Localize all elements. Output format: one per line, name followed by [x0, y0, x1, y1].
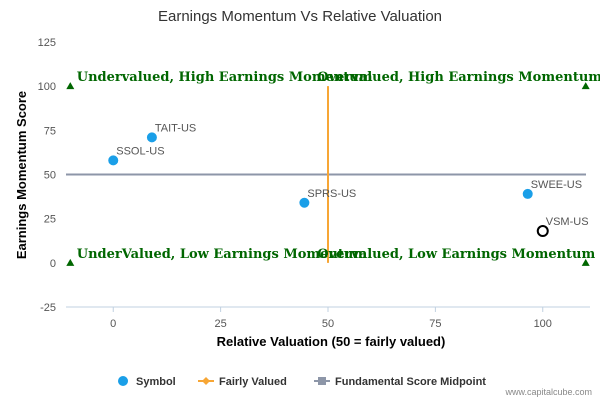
legend-square-icon	[318, 377, 326, 385]
data-point-label: VSM-US	[546, 216, 589, 228]
x-tick-label: 25	[214, 318, 226, 330]
corner-triangle-marker	[66, 82, 75, 90]
x-tick-label: 75	[429, 318, 441, 330]
legend-item[interactable]: Fairly Valued	[198, 376, 287, 388]
quadrant-labels: Undervalued, High Earnings Momentum Over…	[77, 70, 600, 262]
axes: 0 25 50 75 100 -25 0 25 50 75 100 125	[38, 37, 590, 330]
data-point[interactable]	[522, 188, 533, 199]
data-point-label: TAIT-US	[155, 122, 196, 134]
legend-item[interactable]: Fundamental Score Midpoint	[314, 376, 486, 388]
data-point[interactable]	[108, 155, 119, 166]
data-point-label: SPRS-US	[307, 188, 356, 200]
legend-item[interactable]: Symbol	[118, 376, 176, 388]
corner-triangle-marker	[581, 82, 590, 90]
credit-text: www.capitalcube.com	[504, 387, 592, 397]
corner-triangle-marker	[66, 258, 75, 266]
y-tick-label: 75	[44, 125, 56, 137]
legend-label: Fundamental Score Midpoint	[335, 376, 486, 388]
data-point-label: SWEE-US	[531, 179, 582, 191]
quadrant-label-bottom-right: Overvalued, Low Earnings Momentum	[317, 247, 595, 262]
data-point[interactable]	[146, 132, 157, 143]
y-tick-label: 25	[44, 214, 56, 226]
y-tick-label: 100	[38, 81, 56, 93]
data-point-label: SSOL-US	[116, 145, 164, 157]
legend: Symbol Fairly Valued Fundamental Score Mid…	[118, 376, 486, 388]
corner-triangle-marker	[581, 258, 590, 266]
legend-diamond-icon	[202, 377, 210, 385]
legend-label: Fairly Valued	[219, 376, 287, 388]
legend-label: Symbol	[136, 376, 176, 388]
y-tick-label: -25	[40, 302, 56, 314]
y-tick-label: 50	[44, 170, 56, 182]
x-tick-label: 100	[534, 318, 552, 330]
reference-lines	[66, 86, 586, 263]
y-axis-title: Earnings Momentum Score	[14, 91, 29, 259]
quadrant-label-top-left: Undervalued, High Earnings Momentum	[77, 70, 373, 85]
data-point[interactable]	[536, 225, 549, 238]
chart-title: Earnings Momentum Vs Relative Valuation	[158, 8, 442, 25]
data-point[interactable]	[299, 197, 310, 208]
corner-markers	[66, 82, 590, 266]
y-tick-label: 125	[38, 37, 56, 49]
x-tick-label: 50	[322, 318, 334, 330]
legend-symbol-dot	[118, 376, 128, 386]
x-tick-label: 0	[110, 318, 116, 330]
x-axis-title: Relative Valuation (50 = fairly valued)	[217, 334, 446, 349]
quadrant-label-bottom-left: UnderValued, Low Earnings Momentum	[77, 247, 368, 262]
y-tick-label: 0	[50, 258, 56, 270]
quadrant-label-top-right: Overvalued, High Earnings Momentum	[317, 70, 600, 85]
data-points: TAIT-US SSOL-US SPRS-US SWEE-US VSM-US	[108, 122, 589, 238]
